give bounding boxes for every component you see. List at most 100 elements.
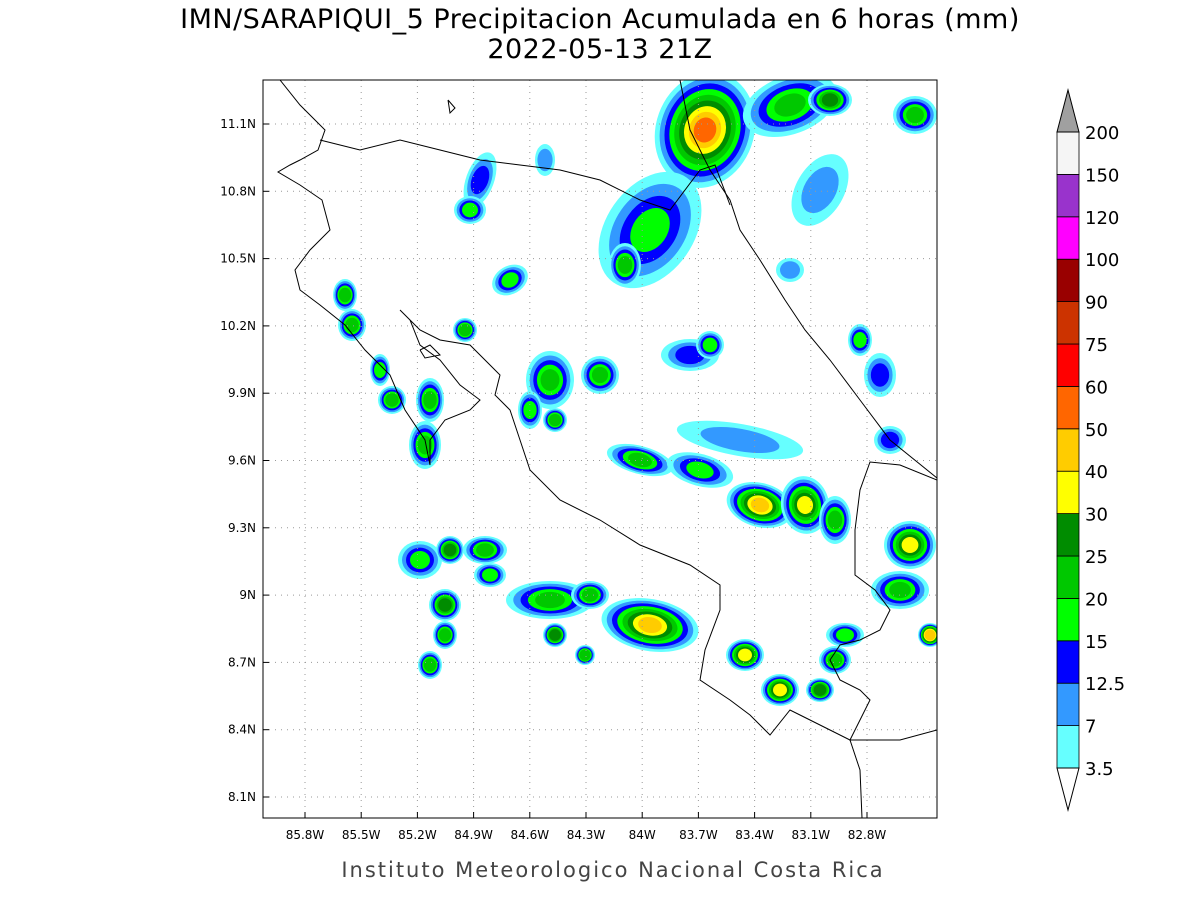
rain-contour [801,166,839,214]
rain-contour [535,591,565,609]
rain-contour [443,543,457,557]
rain-contour [813,684,827,696]
footer: Instituto Meteorologico Nacional Costa R… [341,858,884,882]
colorbar-label: 100 [1085,250,1119,271]
lat-label: 10.5N [220,252,256,266]
rain-contour [470,165,490,195]
colorbar-label: 40 [1085,462,1108,483]
lon-label: 83.7W [679,828,718,842]
colorbar-box [1056,258,1080,303]
lon-label: 85.8W [286,828,325,842]
rain-contour [693,117,717,143]
colorbar-box [1056,131,1080,175]
lat-label: 10.2N [220,319,256,333]
rain-contour [338,287,352,303]
lon-label: 83.4W [735,828,774,842]
lat-label: 11.1N [220,117,256,131]
rain-contour [417,435,433,455]
rain-contour [780,261,800,279]
colorbar-box [1056,470,1080,515]
nicaragua-border [319,139,731,211]
rain-contour [410,551,430,569]
rain-contour [901,537,919,553]
rain-contour [773,683,787,697]
rain-contour [462,202,478,218]
colorbar-label: 75 [1085,335,1108,356]
colorbar-label: 25 [1085,547,1108,568]
lat-label: 8.1N [228,790,256,804]
rain-contour [438,598,452,612]
colorbar-box [1056,173,1080,218]
rain-contour [374,362,386,378]
rain-contour [345,317,359,333]
rain-contour [750,497,770,513]
colorbar-label: 30 [1085,505,1108,526]
rain-contour [423,391,437,409]
rain-contour [423,658,437,672]
rain-contour [591,366,609,384]
rain-contour [774,93,806,117]
rain-contour [836,628,854,642]
colorbar-under [1056,767,1080,812]
lon-label: 85.2W [398,828,437,842]
rain-contour [821,93,839,107]
colorbar: 3.5 7 12.5 15 20 25 30 40 50 60 75 90 100 120 150 200 [1056,88,1125,812]
colorbar-label: 3.5 [1085,759,1114,780]
rain-contour [738,648,752,662]
colorbar-label: 120 [1085,208,1119,229]
coastlines [277,80,937,818]
rain-contour [700,426,780,454]
grid: 8.1N 8.4N 8.7N 9N 9.3N 9.6N 9.9N 10.2N 10.5N 10.8… [220,80,937,842]
rain-contour [853,332,867,348]
rain-contour [906,106,924,124]
rain-contour [540,369,560,391]
lat-label: 8.7N [228,655,256,669]
title: IMN/SARAPIQUI_5 Precipitacion Acumulada … [180,4,1020,35]
lat-label: 9.6N [228,454,256,468]
lat-label: 9N [239,588,256,602]
colorbar-label: 50 [1085,420,1108,441]
map-frame [262,79,938,819]
colorbar-box [1056,555,1080,599]
panama-border [829,461,937,741]
colorbar-label: 20 [1085,589,1108,610]
rain-contour [579,649,591,661]
lon-label: 83.1W [792,828,831,842]
rain-contour [501,272,519,288]
rain-contour [476,543,494,557]
pacific-coast [277,80,863,818]
rain-contour [796,496,814,514]
colorbar-label: 150 [1085,165,1119,186]
colorbar-box [1056,513,1080,557]
subtitle: 2022-05-13 21Z [487,34,712,65]
colorbar-box [1056,216,1080,260]
lon-label: 82.8W [848,828,887,842]
lat-label: 9.3N [228,521,256,535]
rain-contour [702,337,718,353]
colorbar-box [1056,301,1080,345]
colorbar-box [1056,682,1080,727]
rain-contour [628,452,652,468]
colorbar-box [1056,428,1080,472]
lon-label: 85.5W [342,828,381,842]
rain-contour [581,588,599,602]
island2 [419,344,442,359]
rain-contour [870,363,890,387]
colorbar-over [1056,88,1080,133]
lon-label: 84.6W [511,828,550,842]
rain-contour [458,323,472,337]
lat-label: 9.9N [228,386,256,400]
rain-contour [385,393,399,407]
colorbar-box [1056,598,1080,642]
rain-contour [438,628,452,642]
rain-contour [686,461,714,479]
lon-label: 84.3W [567,828,606,842]
colorbar-box [1056,385,1080,430]
colorbar-label: 7 [1085,717,1096,738]
rain-contour [549,629,561,641]
lon-label: 84.9W [454,828,493,842]
lon-label: 84W [629,828,656,842]
rain-contour [889,581,911,599]
precipitation-field [333,80,937,706]
